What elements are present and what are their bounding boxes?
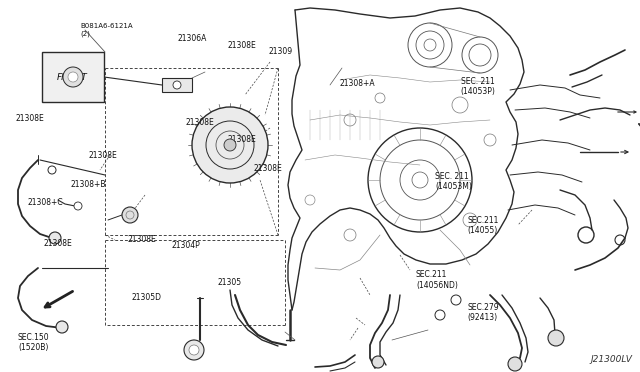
Circle shape [189,345,199,355]
Text: 21308+B: 21308+B [70,180,106,189]
Text: B081A6-6121A
(2): B081A6-6121A (2) [80,23,132,37]
Text: J21300LV: J21300LV [590,355,632,364]
Circle shape [49,232,61,244]
Bar [42,52,104,102]
Text: 21308E: 21308E [186,118,214,126]
Circle shape [74,202,82,210]
Text: 21308E: 21308E [16,114,45,123]
Text: SEC.279
(92413): SEC.279 (92413) [467,303,499,322]
Text: SEC. 211
(14053M): SEC. 211 (14053M) [435,172,472,191]
Circle shape [173,81,181,89]
Circle shape [122,207,138,223]
Circle shape [48,166,56,174]
Circle shape [224,139,236,151]
Text: SEC.211
(14056ND): SEC.211 (14056ND) [416,270,458,290]
Text: 21308+A: 21308+A [339,79,375,88]
Text: 21308+C: 21308+C [28,198,63,207]
Bar [162,78,192,92]
Circle shape [451,295,461,305]
Text: 21304P: 21304P [172,241,200,250]
Text: 21306A: 21306A [178,34,207,43]
Circle shape [56,321,68,333]
Text: 21308E: 21308E [253,164,282,173]
Circle shape [435,310,445,320]
Circle shape [184,340,204,360]
Circle shape [192,107,268,183]
Text: 21308E: 21308E [44,239,72,248]
Text: SEC. 211
(14053P): SEC. 211 (14053P) [461,77,495,96]
Text: 21308E: 21308E [227,41,256,50]
Text: 21308E: 21308E [228,135,257,144]
Text: SEC.150
(1520B): SEC.150 (1520B) [18,333,49,352]
Text: 21305D: 21305D [131,293,161,302]
Text: 21308E: 21308E [88,151,117,160]
Text: 21308E: 21308E [128,235,157,244]
Text: SEC.211
(14055): SEC.211 (14055) [467,216,499,235]
Circle shape [548,330,564,346]
Text: 21305: 21305 [218,278,242,287]
Circle shape [63,67,83,87]
Circle shape [68,72,78,82]
Text: 21309: 21309 [269,47,293,56]
Text: FRONT: FRONT [56,73,87,82]
Circle shape [508,357,522,371]
Circle shape [372,356,384,368]
